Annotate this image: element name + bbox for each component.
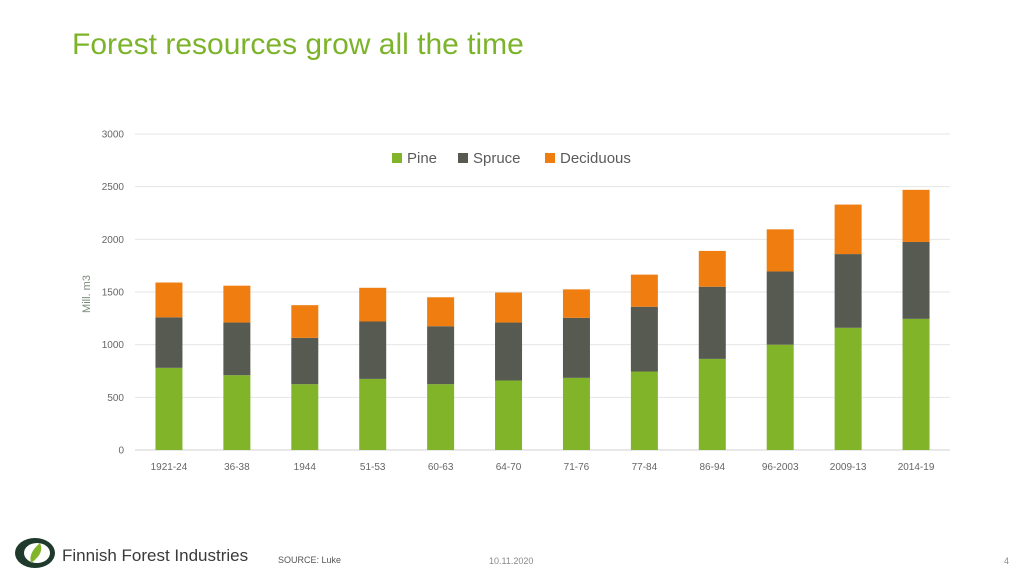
bar-spruce <box>427 326 455 385</box>
bar-pine <box>359 378 387 450</box>
bar-deciduous <box>427 297 455 327</box>
legend-swatch <box>545 153 555 163</box>
bar-deciduous <box>902 189 930 242</box>
bar-deciduous <box>766 229 794 272</box>
y-tick-label: 0 <box>118 446 124 457</box>
legend-swatch <box>458 153 468 163</box>
page-title: Forest resources grow all the time <box>72 28 524 61</box>
bar-deciduous <box>223 285 251 323</box>
slide-date: 10.11.2020 <box>489 556 534 566</box>
y-tick-label: 1000 <box>102 340 125 351</box>
bar-pine <box>766 344 794 450</box>
bar-deciduous <box>630 274 658 307</box>
legend-label: Spruce <box>473 150 521 167</box>
bar-pine <box>562 377 590 450</box>
y-tick-label: 2000 <box>102 235 125 246</box>
x-tick-label: 60-63 <box>428 462 454 473</box>
x-tick-label: 2009-13 <box>830 462 867 473</box>
bar-pine <box>427 384 455 450</box>
x-tick-label: 1944 <box>294 462 317 473</box>
bar-deciduous <box>495 292 523 323</box>
bar-deciduous <box>359 287 387 322</box>
bar-deciduous <box>834 204 862 255</box>
x-tick-label: 36-38 <box>224 462 250 473</box>
bar-spruce <box>766 271 794 345</box>
bar-pine <box>223 375 251 450</box>
bar-deciduous <box>155 282 183 318</box>
bar-spruce <box>902 241 930 319</box>
x-tick-label: 2014-19 <box>898 462 935 473</box>
y-axis-label: Mill. m3 <box>81 275 93 313</box>
company-logo-icon <box>15 538 55 568</box>
brand-name: Finnish Forest Industries <box>62 546 249 565</box>
x-tick-label: 71-76 <box>564 462 590 473</box>
legend-swatch <box>392 153 402 163</box>
bar-pine <box>291 384 319 450</box>
bar-spruce <box>359 321 387 379</box>
x-tick-label: 64-70 <box>496 462 522 473</box>
x-tick-label: 96-2003 <box>762 462 799 473</box>
bar-pine <box>902 318 930 450</box>
bar-spruce <box>562 317 590 378</box>
bar-spruce <box>495 322 523 381</box>
page-number: 4 <box>1004 556 1010 566</box>
source-note: SOURCE: Luke <box>278 555 342 565</box>
x-tick-label: 1921-24 <box>151 462 188 473</box>
bar-pine <box>698 358 726 450</box>
bar-deciduous <box>562 289 590 318</box>
legend-label: Pine <box>407 150 437 167</box>
bar-spruce <box>223 322 251 376</box>
bar-spruce <box>698 286 726 359</box>
bar-pine <box>834 327 862 450</box>
bar-spruce <box>291 337 319 385</box>
bar-pine <box>155 367 183 450</box>
legend-label: Deciduous <box>560 150 631 167</box>
y-tick-label: 500 <box>107 393 124 404</box>
bar-spruce <box>834 254 862 328</box>
bar-pine <box>495 380 523 450</box>
x-tick-label: 86-94 <box>700 462 726 473</box>
bar-spruce <box>155 317 183 368</box>
x-tick-label: 77-84 <box>632 462 658 473</box>
bar-pine <box>630 371 658 450</box>
x-tick-label: 51-53 <box>360 462 386 473</box>
y-tick-label: 2500 <box>102 182 125 193</box>
bar-deciduous <box>698 250 726 287</box>
bar-spruce <box>630 306 658 372</box>
y-tick-label: 3000 <box>102 130 125 141</box>
y-tick-label: 1500 <box>102 288 125 299</box>
bar-deciduous <box>291 305 319 338</box>
